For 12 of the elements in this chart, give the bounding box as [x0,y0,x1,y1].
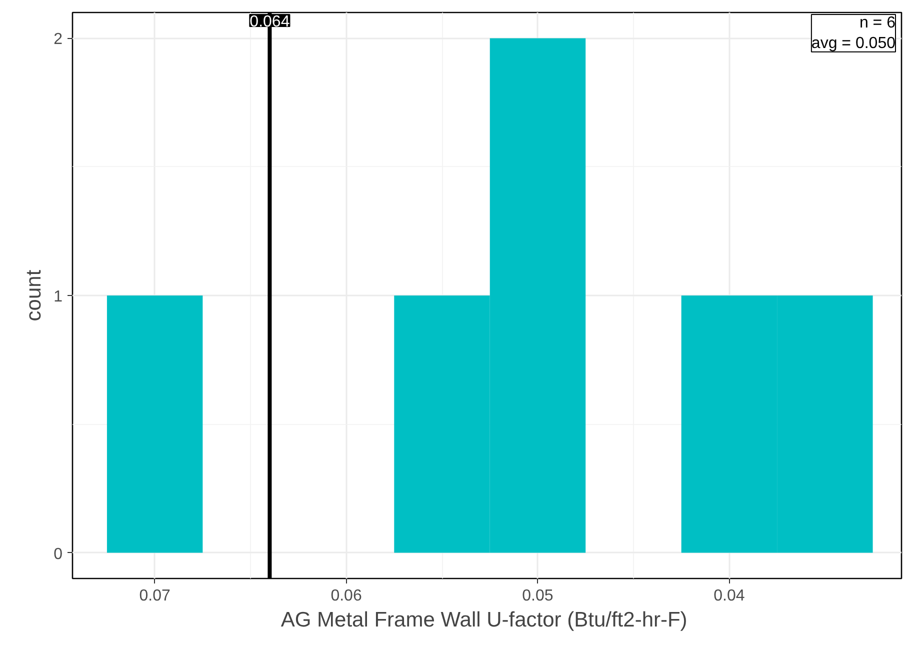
y-tick-label: 2 [54,31,63,48]
y-tick-label: 0 [54,546,63,563]
y-axis-title: count [22,270,46,322]
annotation: n = 6 [859,14,896,32]
x-tick-label: 0.05 [522,588,554,604]
ref-line-label: 0.064 [250,14,290,30]
x-tick-label: 0.06 [330,588,362,604]
x-tick-label: 0.04 [714,588,745,604]
y-tick-label: 1 [54,288,63,306]
annotation: avg = 0.050 [811,34,896,52]
x-axis-title: AG Metal Frame Wall U-factor (Btu/ft2-hr-F) [280,608,688,632]
x-tick-label: 0.07 [139,588,170,604]
